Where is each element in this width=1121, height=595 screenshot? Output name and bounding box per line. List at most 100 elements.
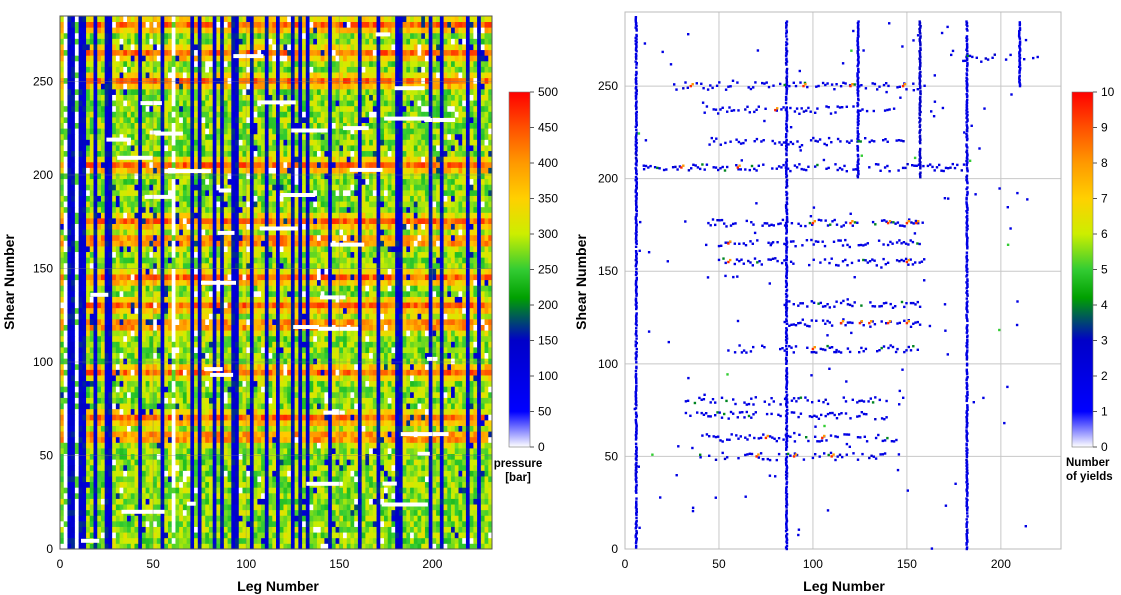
heatmap-cell bbox=[477, 515, 482, 522]
heatmap-cell bbox=[194, 515, 199, 522]
heatmap-cell bbox=[63, 515, 68, 522]
heatmap-cell bbox=[287, 431, 292, 438]
heatmap-cell bbox=[253, 448, 258, 455]
heatmap-cell bbox=[302, 335, 307, 342]
heatmap-cell bbox=[357, 515, 363, 522]
heatmap-cell bbox=[261, 481, 266, 488]
heatmap-cell bbox=[428, 347, 433, 354]
heatmap-cell bbox=[369, 504, 374, 511]
heatmap-cell bbox=[216, 459, 221, 466]
heatmap-cell bbox=[298, 414, 303, 421]
heatmap-cell bbox=[343, 487, 348, 494]
heatmap-cell bbox=[74, 313, 80, 320]
heatmap-cell bbox=[465, 436, 471, 443]
heatmap-cell bbox=[439, 358, 444, 365]
heatmap-cell bbox=[197, 380, 202, 387]
heatmap-cell bbox=[346, 341, 351, 348]
heatmap-cell bbox=[63, 358, 68, 365]
heatmap-cell bbox=[417, 419, 422, 426]
heatmap-cell bbox=[480, 442, 485, 449]
heatmap-cell bbox=[279, 408, 284, 415]
heatmap-cell bbox=[361, 307, 366, 314]
heatmap-cell bbox=[410, 330, 415, 337]
heatmap-cell bbox=[473, 369, 478, 376]
heatmap-cell bbox=[182, 442, 188, 449]
heatmap-cell bbox=[451, 408, 456, 415]
heatmap-cell bbox=[186, 318, 191, 325]
heatmap-cell bbox=[93, 313, 98, 320]
heatmap-cell bbox=[276, 380, 281, 387]
heatmap-cell bbox=[369, 375, 374, 382]
heatmap-cell bbox=[205, 537, 210, 544]
heatmap-cell bbox=[283, 442, 288, 449]
heatmap-cell bbox=[369, 509, 374, 516]
heatmap-cell bbox=[119, 363, 124, 370]
heatmap-cell bbox=[149, 375, 154, 382]
heatmap-cell bbox=[480, 509, 485, 516]
heatmap-cell bbox=[100, 425, 106, 432]
heatmap-cell bbox=[395, 358, 400, 365]
heatmap-cell bbox=[465, 425, 471, 432]
heatmap-cell bbox=[231, 431, 236, 438]
heatmap-cell bbox=[276, 537, 281, 544]
heatmap-cell bbox=[480, 391, 485, 398]
heatmap-cell bbox=[220, 436, 225, 443]
heatmap-cell bbox=[93, 318, 98, 325]
heatmap-cell bbox=[253, 414, 258, 421]
heatmap-cell bbox=[302, 347, 307, 354]
heatmap-cell bbox=[130, 520, 135, 527]
heatmap-cell bbox=[141, 369, 147, 376]
heatmap-cell bbox=[365, 470, 370, 477]
heatmap-cell bbox=[60, 520, 65, 527]
heatmap-cell bbox=[480, 425, 485, 432]
heatmap-cell bbox=[168, 352, 173, 359]
heatmap-cell bbox=[480, 403, 485, 410]
heatmap-cell bbox=[138, 369, 143, 376]
heatmap-cell bbox=[410, 498, 415, 505]
heatmap-cell bbox=[331, 492, 336, 499]
heatmap-cell bbox=[164, 318, 169, 325]
heatmap-cell bbox=[208, 403, 214, 410]
heatmap-cell bbox=[246, 492, 251, 499]
heatmap-cell bbox=[208, 448, 214, 455]
heatmap-cell bbox=[242, 481, 247, 488]
heatmap-cell bbox=[164, 386, 169, 393]
heatmap-cell bbox=[130, 498, 135, 505]
heatmap-cell bbox=[350, 498, 355, 505]
heatmap-cell bbox=[384, 375, 389, 382]
heatmap-cell bbox=[89, 318, 94, 325]
heatmap-cell bbox=[410, 448, 415, 455]
heatmap-cell bbox=[302, 358, 307, 365]
heatmap-cell bbox=[123, 442, 128, 449]
heatmap-cell bbox=[458, 380, 463, 387]
heatmap-cell bbox=[365, 481, 370, 488]
heatmap-cell bbox=[89, 408, 94, 415]
heatmap-cell bbox=[283, 453, 288, 460]
heatmap-cell bbox=[294, 515, 299, 522]
heatmap-cell bbox=[369, 526, 374, 533]
heatmap-cell bbox=[432, 543, 437, 550]
heatmap-cell bbox=[238, 414, 243, 421]
heatmap-cell bbox=[290, 386, 296, 393]
heatmap-cell bbox=[156, 425, 161, 432]
heatmap-cell bbox=[376, 380, 381, 387]
heatmap-cell bbox=[473, 537, 478, 544]
heatmap-cell bbox=[153, 313, 158, 320]
heatmap-cell bbox=[357, 498, 363, 505]
heatmap-cell bbox=[201, 414, 206, 421]
heatmap-cell bbox=[331, 318, 336, 325]
heatmap-cell bbox=[380, 436, 385, 443]
heatmap-cell bbox=[488, 313, 493, 320]
heatmap-cell bbox=[380, 324, 385, 331]
heatmap-cell bbox=[384, 442, 389, 449]
heatmap-cell bbox=[93, 408, 98, 415]
heatmap-cell bbox=[454, 335, 459, 342]
heatmap-cell bbox=[316, 442, 322, 449]
heatmap-cell bbox=[465, 358, 471, 365]
heatmap-cell bbox=[168, 532, 173, 539]
heatmap-cell bbox=[145, 481, 150, 488]
heatmap-cell bbox=[316, 335, 322, 342]
heatmap-cell bbox=[156, 453, 161, 460]
heatmap-cells bbox=[60, 16, 493, 550]
heatmap-cell bbox=[387, 324, 392, 331]
